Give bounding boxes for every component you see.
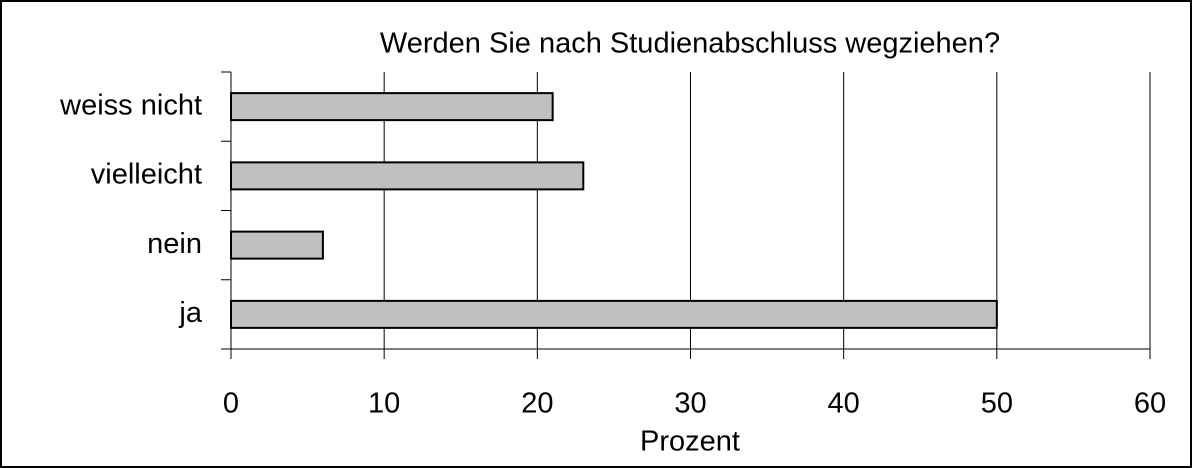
x-axis-label: Prozent <box>640 426 740 458</box>
bar <box>230 299 998 329</box>
x-tick-label: 40 <box>828 388 860 420</box>
chart-title: Werden Sie nach Studienabschluss wegzieh… <box>380 28 1000 60</box>
bar <box>230 230 324 260</box>
x-tick-label: 60 <box>1134 388 1166 420</box>
y-tick-label: nein <box>147 228 202 260</box>
x-tick-label: 20 <box>521 388 553 420</box>
x-tick-label: 10 <box>368 388 400 420</box>
x-tick-label: 0 <box>223 388 239 420</box>
bar <box>230 161 585 191</box>
y-tick-label: ja <box>178 297 202 329</box>
y-tick-label: vielleicht <box>91 159 202 191</box>
x-tick-label: 30 <box>674 388 706 420</box>
y-tick-label: weiss nicht <box>59 89 202 121</box>
x-tick-label: 50 <box>981 388 1013 420</box>
bar <box>230 92 554 122</box>
